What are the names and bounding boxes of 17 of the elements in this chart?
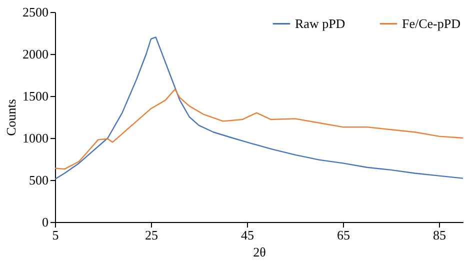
legend-label: Raw pPD xyxy=(295,16,346,31)
y-tick-label: 2500 xyxy=(22,4,48,20)
x-tick-label: 45 xyxy=(241,228,254,242)
line-series xyxy=(54,36,464,180)
x-tick-label: 85 xyxy=(433,228,446,242)
x-tick-label: 25 xyxy=(145,228,158,242)
y-tick-label: 0 xyxy=(42,214,48,230)
y-tick-label: 500 xyxy=(29,172,48,188)
x-axis-title: 2θ xyxy=(253,244,266,260)
line-series xyxy=(54,88,464,170)
y-tick-label: 1500 xyxy=(22,88,48,104)
x-tick-label: 5 xyxy=(52,228,59,242)
y-tick-label: 2000 xyxy=(22,46,48,62)
y-axis-title: Counts xyxy=(4,99,18,136)
y-tick-label: 1000 xyxy=(22,130,48,146)
x-tick-label: 65 xyxy=(337,228,350,242)
legend-label: Fe/Ce-pPD xyxy=(402,16,460,31)
